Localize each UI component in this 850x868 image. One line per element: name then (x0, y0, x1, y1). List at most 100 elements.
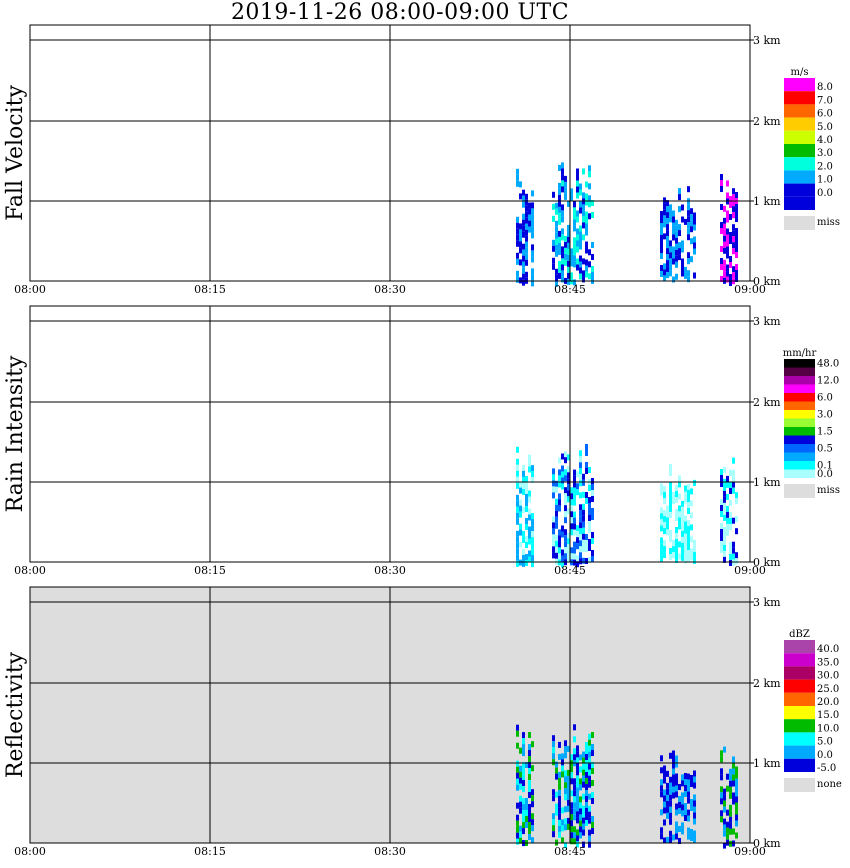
echo-cell (525, 241, 528, 248)
echo-cell (732, 780, 735, 787)
echo-cell (567, 484, 570, 491)
echo-cell (576, 561, 579, 568)
echo-cell (693, 776, 696, 783)
echo-cell (723, 241, 726, 248)
echo-cell (555, 540, 558, 547)
echo-cell (672, 210, 675, 217)
echo-cell (669, 488, 672, 494)
echo-cell (573, 778, 576, 785)
echo-cell (720, 786, 723, 793)
echo-cell (735, 216, 738, 222)
echo-cell (561, 162, 564, 169)
echo-cell (525, 482, 528, 488)
echo-cell (570, 802, 573, 809)
echo-cell (720, 258, 723, 264)
echo-cell (573, 225, 576, 232)
echo-cell (570, 248, 573, 255)
echo-cell (528, 834, 531, 840)
echo-cell (516, 542, 519, 549)
echo-cell (561, 252, 564, 259)
echo-cell (693, 248, 696, 255)
echo-cell (555, 250, 558, 257)
echo-cell (516, 724, 519, 731)
echo-cell (729, 840, 732, 847)
echo-cell (519, 771, 522, 778)
echo-cell (687, 270, 690, 277)
echo-cell (522, 548, 525, 555)
echo-cell (588, 733, 591, 740)
echo-cell (660, 755, 663, 762)
echo-cell (720, 246, 723, 252)
echo-cell (573, 475, 576, 482)
echo-cell (732, 212, 735, 219)
echo-cell (552, 534, 555, 541)
echo-cell (675, 557, 678, 563)
echo-cell (591, 750, 594, 756)
echo-cell (729, 518, 732, 524)
echo-cell (519, 541, 522, 548)
echo-cell (576, 186, 579, 193)
echo-cell (579, 201, 582, 208)
x-tick-label: 08:15 (194, 564, 226, 577)
echo-cell (522, 255, 525, 262)
echo-cell (723, 205, 726, 212)
echo-cell (516, 180, 519, 187)
echo-cell (582, 192, 585, 199)
echo-cell (726, 192, 729, 199)
echo-cell (516, 234, 519, 241)
echo-cell (531, 471, 534, 478)
echo-cell (573, 207, 576, 214)
echo-cell (522, 243, 525, 250)
echo-cell (561, 531, 564, 538)
echo-cell (570, 194, 573, 201)
echo-cell (582, 491, 585, 498)
echo-cell (588, 835, 591, 842)
echo-cell (567, 490, 570, 497)
echo-cell (678, 475, 681, 482)
echo-cell (669, 776, 672, 783)
legend-miss-swatch (784, 216, 815, 230)
echo-cell (522, 804, 525, 811)
echo-cell (723, 824, 726, 831)
echo-cell (555, 809, 558, 816)
legend-label: 7.0 (817, 95, 833, 106)
echo-cell (723, 466, 726, 473)
echo-cell (723, 842, 726, 849)
echo-cell (516, 168, 519, 175)
echo-cell (567, 823, 570, 830)
echo-cell (723, 526, 726, 533)
echo-cell (516, 240, 519, 247)
echo-cell (561, 807, 564, 814)
echo-cell (573, 541, 576, 548)
legend-label: 0.1 (817, 461, 833, 472)
echo-cell (723, 508, 726, 515)
echo-cell (525, 205, 528, 212)
echo-cell (531, 543, 534, 550)
echo-cell (582, 539, 585, 546)
echo-cell (726, 234, 729, 241)
echo-cell (693, 545, 696, 552)
echo-cell (567, 496, 570, 503)
echo-cell (672, 216, 675, 223)
echo-cell (516, 228, 519, 235)
echo-cell (684, 791, 687, 797)
echo-cell (558, 771, 561, 778)
echo-cell (573, 754, 576, 761)
echo-cell (522, 470, 525, 477)
echo-cell (585, 181, 588, 188)
echo-cell (678, 838, 681, 844)
echo-cell (576, 781, 579, 788)
echo-cell (687, 496, 690, 502)
echo-cell (591, 556, 594, 562)
echo-cell (558, 813, 561, 820)
echo-cell (690, 835, 693, 841)
echo-cell (729, 196, 732, 202)
echo-cell (663, 789, 666, 796)
echo-cell (723, 271, 726, 278)
echo-cell (525, 542, 528, 548)
echo-cell (720, 529, 723, 535)
echo-cell (558, 831, 561, 838)
legend-label: 20.0 (817, 697, 839, 708)
echo-cell (558, 801, 561, 808)
x-tick-label: 08:45 (554, 845, 586, 858)
